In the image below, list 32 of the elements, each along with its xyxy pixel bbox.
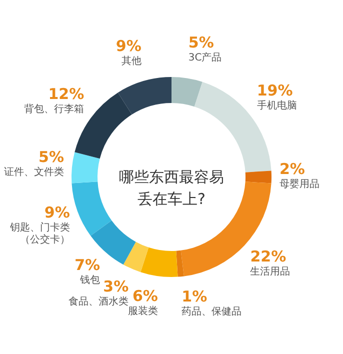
data-label: 9% (116, 37, 142, 56)
slice-label: 背包、行李箱 (24, 102, 84, 115)
data-label: 22% (250, 248, 286, 266)
donut-slice (72, 182, 112, 236)
donut-slice (72, 152, 100, 184)
donut-slice (172, 77, 202, 107)
data-label: 19% (256, 82, 293, 100)
slice-label: 手机电脑 (256, 100, 297, 112)
slice-label: 证件、文件类 (4, 166, 64, 178)
data-label: 6% (132, 286, 158, 305)
data-label: 12% (48, 84, 84, 103)
slice-label: 钱包 (79, 274, 100, 286)
data-label: 9% (44, 203, 70, 222)
data-label: 5% (188, 34, 214, 52)
data-label: 1% (182, 287, 208, 306)
donut-slice (140, 247, 178, 277)
donut-slice (123, 242, 149, 272)
data-label: 7% (74, 256, 100, 274)
slice-label: 服装类 (128, 304, 158, 317)
donut-slice (245, 170, 272, 184)
data-label: 5% (38, 148, 64, 166)
slice-label: 其他 (121, 55, 142, 68)
slice-label: 生活用品 (250, 266, 290, 278)
text: 哪些东西最容易丢在车上? (119, 168, 224, 208)
slice-label: 母婴用品 (280, 178, 320, 190)
slice-label: 食品、酒水类 (68, 295, 129, 308)
slice-label: 药品、保健品 (182, 305, 242, 318)
data-label: 3% (103, 277, 129, 296)
donut-slice (176, 250, 184, 277)
slice-label: 3C产品 (188, 52, 222, 64)
data-label: 2% (280, 160, 305, 178)
slice-label: 钥匙、门卡类（公交卡） (8, 221, 70, 246)
